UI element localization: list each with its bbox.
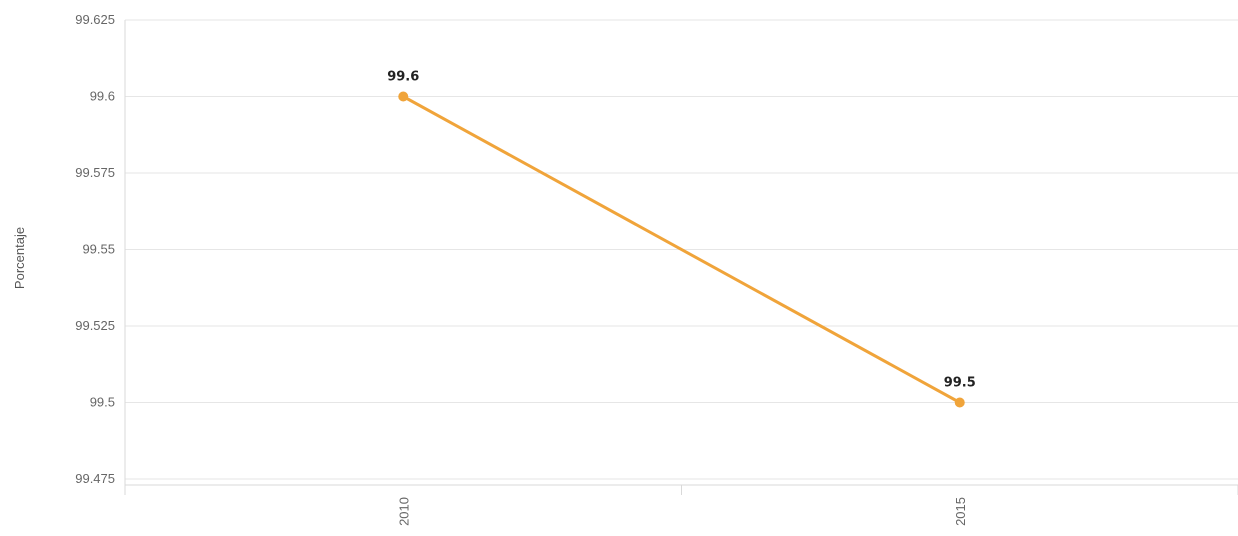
x-tick-label: 2015 — [953, 497, 968, 526]
y-tick-label: 99.625 — [75, 12, 115, 27]
series-line — [402, 95, 961, 404]
x-tick-label: 2010 — [396, 497, 411, 526]
y-tick-label: 99.5 — [90, 395, 115, 410]
data-label: 99.5 — [944, 376, 976, 391]
x-axis-ticks: 2010 2015 — [396, 497, 968, 526]
y-tick-label: 99.475 — [75, 471, 115, 486]
data-point — [954, 397, 965, 408]
axes — [124, 20, 1238, 495]
y-tick-label: 99.525 — [75, 318, 115, 333]
y-axis-ticks: 99.475 99.5 99.525 99.55 99.575 99.6 99.625 — [75, 12, 115, 486]
y-tick-label: 99.6 — [90, 89, 115, 104]
data-point — [398, 91, 409, 102]
data-label: 99.6 — [387, 70, 419, 85]
data-labels: 99.6 99.5 — [387, 70, 976, 391]
series — [398, 91, 965, 408]
y-tick-label: 99.575 — [75, 165, 115, 180]
gridlines — [125, 19, 1238, 480]
y-axis-title: Porcentaje — [12, 227, 27, 289]
y-tick-label: 99.55 — [82, 242, 115, 257]
